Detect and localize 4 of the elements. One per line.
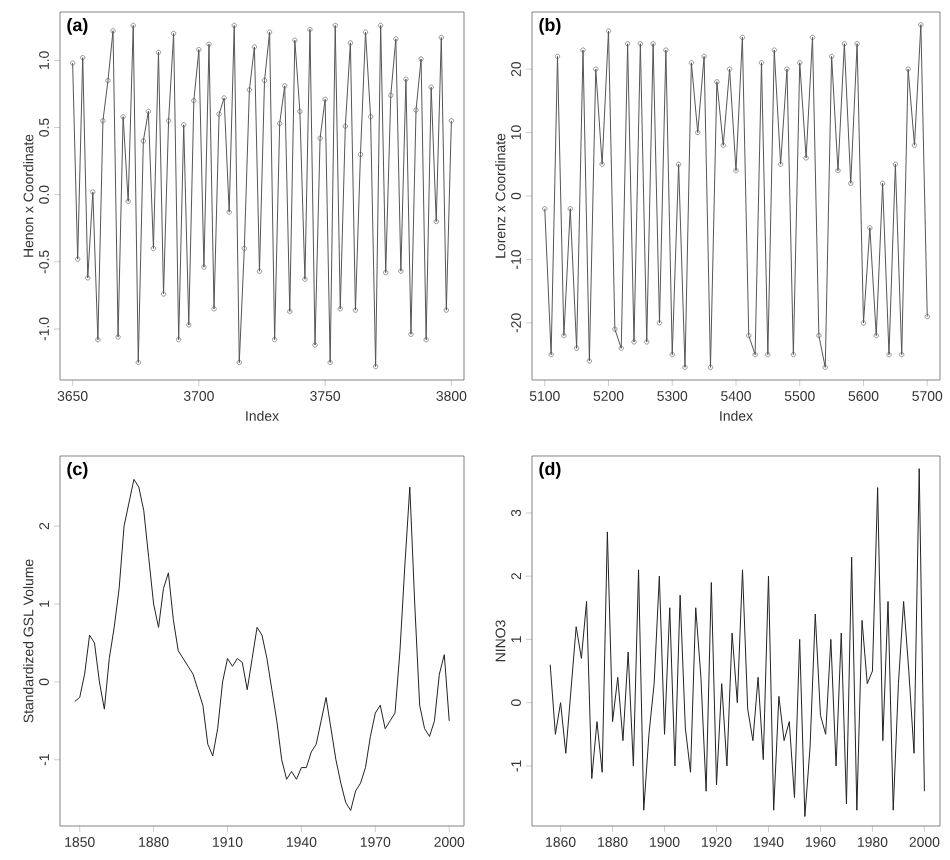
annotation: (b)	[539, 18, 561, 35]
annotation: (c)	[67, 462, 88, 479]
annotation: (a)	[67, 18, 88, 35]
annotation: (d)	[539, 462, 561, 479]
